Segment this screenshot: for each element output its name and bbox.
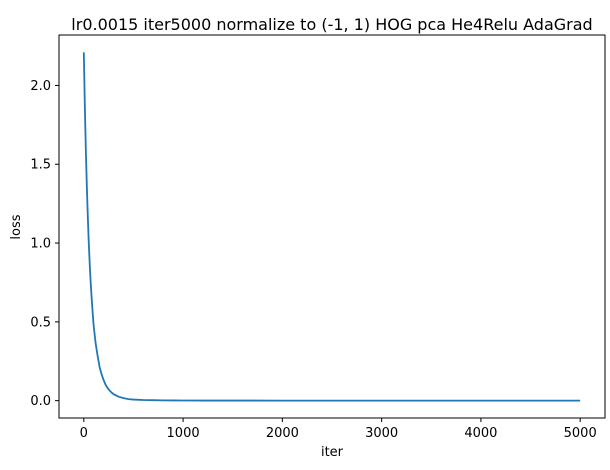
y-tick-label: 1.5 xyxy=(30,158,51,173)
y-tick-label: 0.0 xyxy=(30,394,51,409)
chart-title: lr0.0015 iter5000 normalize to (-1, 1) H… xyxy=(71,15,592,34)
x-axis: 0 1000 2000 3000 4000 5000 xyxy=(80,418,597,441)
x-tick-label: 3000 xyxy=(365,426,398,441)
series-line-0 xyxy=(82,52,581,402)
x-axis-label: iter xyxy=(321,445,344,460)
y-tick-label: 0.5 xyxy=(30,315,51,330)
x-tick-label: 4000 xyxy=(464,426,497,441)
x-tick-label: 2000 xyxy=(266,426,299,441)
x-tick-label: 5000 xyxy=(564,426,597,441)
plot-area xyxy=(82,52,581,402)
plot-frame xyxy=(58,34,606,419)
y-tick-label: 1.0 xyxy=(30,237,51,252)
y-tick-label: 2.0 xyxy=(30,79,51,94)
y-axis-label: loss xyxy=(9,214,24,239)
y-axis: 0.0 0.5 1.0 1.5 2.0 xyxy=(30,79,59,409)
x-tick-label: 1000 xyxy=(167,426,200,441)
x-tick-label: 0 xyxy=(80,426,88,441)
